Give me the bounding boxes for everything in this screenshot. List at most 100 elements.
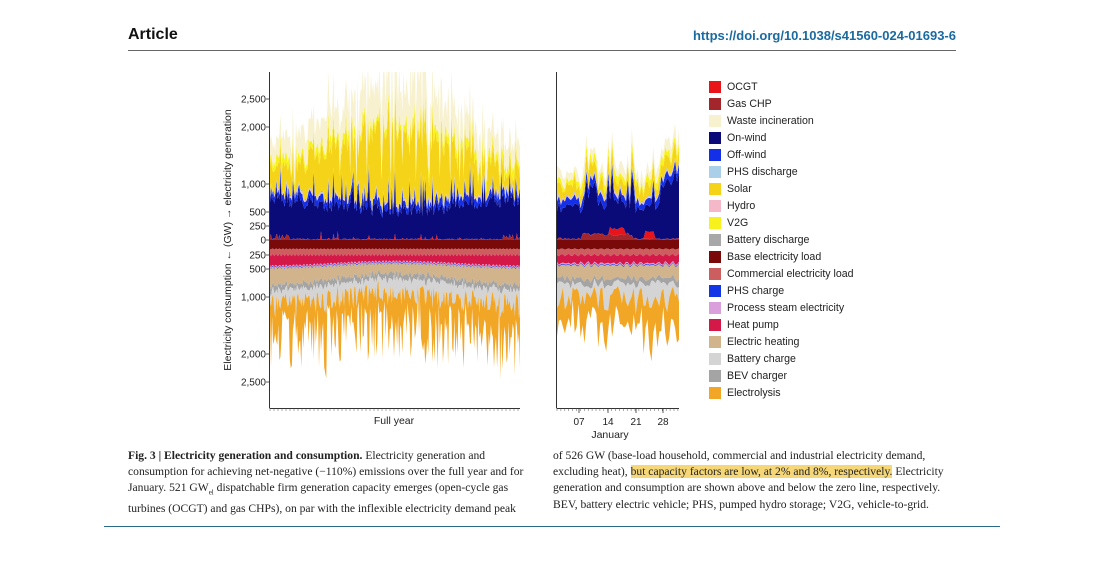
area-battery-charge	[270, 274, 520, 319]
area-electric-heating	[557, 263, 679, 283]
legend-swatch	[709, 335, 721, 348]
legend-swatch	[709, 369, 721, 382]
area-on-wind	[557, 168, 679, 240]
area-electrolysis	[270, 280, 520, 380]
figure-caption-right: of 526 GW (base-load household, commerci…	[553, 448, 963, 513]
y-tick-label: 1,000	[241, 180, 266, 191]
x-axis-label-january: January	[591, 429, 629, 441]
caption-subscript: el	[208, 488, 214, 497]
legend-swatch	[709, 165, 721, 178]
legend-item: Solar	[709, 180, 854, 197]
area-battery-charge	[557, 278, 679, 315]
page-header: Article https://doi.org/10.1038/s41560-0…	[128, 26, 956, 50]
area-ocgt	[270, 231, 520, 240]
area-phs-discharge	[557, 158, 679, 207]
y-tick-label: 250	[249, 222, 266, 233]
legend-label: BEV charger	[727, 369, 788, 382]
legend-item: PHS charge	[709, 282, 854, 299]
area-bev-charger	[557, 274, 679, 289]
legend-label: Hydro	[727, 199, 756, 212]
legend-swatch	[709, 182, 721, 195]
legend-swatch	[709, 233, 721, 246]
legend-swatch	[709, 97, 721, 110]
y-tick-label: 2,500	[241, 95, 266, 106]
legend-swatch	[709, 352, 721, 365]
area-bev-charger	[270, 270, 520, 298]
bottom-rule	[104, 526, 1000, 527]
legend-item: OCGT	[709, 78, 854, 95]
area-heat-pump	[270, 253, 520, 268]
area-heat-pump	[557, 253, 679, 266]
caption-highlight: but capacity factors are low, at 2% and …	[630, 465, 893, 479]
area-base-electricity-load	[557, 240, 679, 250]
legend-swatch	[709, 131, 721, 144]
caption-text: January. 521 GW	[128, 481, 209, 495]
area-v2g	[270, 76, 520, 193]
doi-link[interactable]: https://doi.org/10.1038/s41560-024-01693…	[692, 28, 956, 43]
area-on-wind	[270, 173, 520, 240]
figure-caption-left: Fig. 3 | Electricity generation and cons…	[128, 448, 528, 517]
caption-text: generation and consumption are shown abo…	[553, 481, 941, 495]
area-phs-charge	[270, 261, 520, 270]
area-process-steam-electricity	[557, 261, 679, 267]
legend-label: OCGT	[727, 80, 758, 93]
legend-item: Electric heating	[709, 333, 854, 350]
area-solar	[270, 88, 520, 211]
legend-label: Battery discharge	[727, 233, 810, 246]
x-tick-label: 21	[630, 417, 642, 428]
area-electrolysis	[557, 286, 679, 362]
legend-label: Waste incineration	[727, 114, 814, 127]
caption-text: excluding heat),	[553, 465, 631, 479]
legend-item: Base electricity load	[709, 248, 854, 265]
y-tick-label: 500	[249, 265, 266, 276]
area-solar	[557, 140, 679, 206]
caption-text: Electricity generation and	[362, 449, 486, 462]
legend-item: V2G	[709, 214, 854, 231]
area-off-wind	[557, 160, 679, 214]
legend-label: Solar	[727, 182, 752, 195]
area-commercial-electricity-load	[557, 248, 679, 257]
legend-label: Gas CHP	[727, 97, 772, 110]
legend-swatch	[709, 114, 721, 127]
legend-label: On-wind	[727, 131, 767, 144]
area-phs-charge	[557, 262, 679, 268]
electricity-chart: 2,500 2,000 1,000 500 250 0 250 500 1,000 2,000 2,…	[222, 72, 679, 441]
area-commercial-electricity-load	[270, 248, 520, 257]
legend-item: Process steam electricity	[709, 299, 854, 316]
y-tick-label: 2,500	[241, 378, 266, 389]
legend-label: PHS charge	[727, 284, 785, 297]
y-tick-label: 250	[249, 251, 266, 262]
y-tick-label: 2,000	[241, 123, 266, 134]
legend-swatch	[709, 284, 721, 297]
area-waste-incineration	[270, 72, 520, 184]
legend-label: Heat pump	[727, 318, 779, 331]
legend-item: Electrolysis	[709, 384, 854, 401]
area-electric-heating	[270, 262, 520, 290]
area-process-steam-electricity	[270, 260, 520, 269]
legend-label: Electrolysis	[727, 386, 781, 399]
area-waste-incineration	[557, 123, 679, 193]
legend-swatch	[709, 80, 721, 93]
legend-swatch	[709, 216, 721, 229]
x-axis-label-full-year: Full year	[374, 415, 415, 427]
legend-swatch	[709, 301, 721, 314]
caption-text: dispatchable firm generation capacity em…	[213, 481, 509, 495]
legend-swatch	[709, 148, 721, 161]
y-tick-label: 2,000	[241, 350, 266, 361]
legend-item: On-wind	[709, 129, 854, 146]
legend-label: Off-wind	[727, 148, 767, 161]
legend-swatch	[709, 250, 721, 263]
legend-item: PHS discharge	[709, 163, 854, 180]
area-base-electricity-load	[270, 240, 520, 250]
legend-label: PHS discharge	[727, 165, 798, 178]
article-label: Article	[128, 26, 178, 43]
legend-item: Heat pump	[709, 316, 854, 333]
legend-item: Battery charge	[709, 350, 854, 367]
area-ocgt	[557, 226, 679, 240]
legend-swatch	[709, 199, 721, 212]
caption-text: turbines (OCGT) and gas CHPs), on par wi…	[128, 501, 516, 515]
legend-label: Process steam electricity	[727, 301, 845, 314]
area-hydro	[557, 159, 679, 209]
y-tick-label: 0	[260, 236, 266, 247]
x-tick-label: 28	[657, 417, 669, 428]
